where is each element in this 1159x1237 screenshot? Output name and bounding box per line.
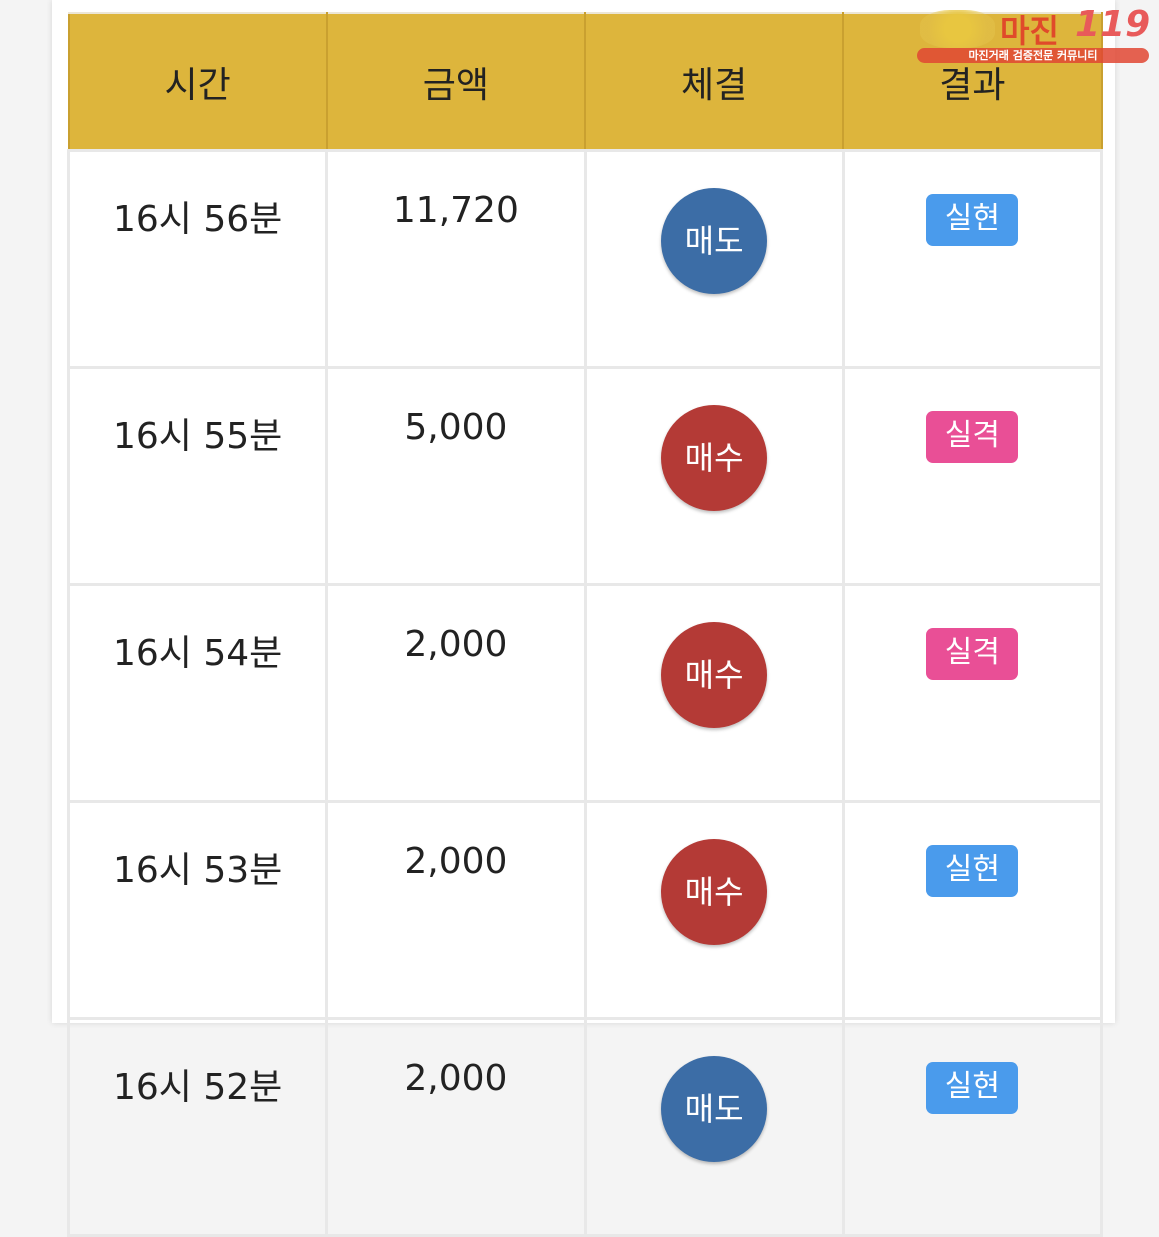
buy-badge: 매수 bbox=[661, 622, 768, 728]
logo-number: 119 bbox=[1075, 4, 1151, 45]
buy-badge: 매수 bbox=[661, 839, 768, 945]
trade-cell: 매도 bbox=[583, 149, 845, 369]
emblem-icon bbox=[920, 10, 995, 48]
buy-badge: 매수 bbox=[661, 405, 768, 511]
result-badge: 실현 bbox=[926, 194, 1019, 246]
amount-cell: 2,000 bbox=[325, 583, 587, 803]
result-badge: 실현 bbox=[926, 1062, 1019, 1114]
time-cell: 16시 54분 bbox=[66, 583, 329, 803]
time-cell: 16시 52분 bbox=[66, 1017, 329, 1237]
table-row: 16시 56분 11,720 매도 실현 bbox=[66, 149, 1104, 369]
table-row: 16시 52분 2,000 매도 실현 bbox=[66, 1017, 1104, 1237]
trade-cell: 매수 bbox=[583, 366, 845, 586]
result-cell: 실현 bbox=[841, 1017, 1104, 1237]
amount-cell: 2,000 bbox=[325, 1017, 587, 1237]
result-cell: 실현 bbox=[841, 149, 1104, 369]
trade-table: 시간 금액 체결 결과 16시 56분 11,720 매도 실현 16시 55분 … bbox=[66, 12, 1104, 1237]
sell-badge: 매도 bbox=[661, 188, 768, 294]
result-badge: 실격 bbox=[926, 628, 1019, 680]
table-row: 16시 54분 2,000 매수 실격 bbox=[66, 583, 1104, 803]
amount-cell: 11,720 bbox=[325, 149, 587, 369]
result-cell: 실현 bbox=[841, 800, 1104, 1020]
header-time: 시간 bbox=[67, 12, 328, 152]
time-cell: 16시 53분 bbox=[66, 800, 329, 1020]
time-cell: 16시 55분 bbox=[66, 366, 329, 586]
header-amount: 금액 bbox=[325, 12, 587, 152]
watermark-logo: 마진 119 마진거래 검증전문 커뮤니티 bbox=[915, 4, 1150, 63]
table-row: 16시 55분 5,000 매수 실격 bbox=[66, 366, 1104, 586]
result-cell: 실격 bbox=[841, 583, 1104, 803]
amount-cell: 5,000 bbox=[325, 366, 587, 586]
table-header: 시간 금액 체결 결과 bbox=[67, 12, 1103, 152]
trade-cell: 매수 bbox=[583, 583, 845, 803]
trade-cell: 매수 bbox=[583, 800, 845, 1020]
table-row: 16시 53분 2,000 매수 실현 bbox=[66, 800, 1104, 1020]
header-trade: 체결 bbox=[583, 12, 845, 152]
logo-title: 마진 bbox=[1000, 12, 1059, 50]
result-badge: 실격 bbox=[926, 411, 1019, 463]
amount-cell: 2,000 bbox=[325, 800, 587, 1020]
sell-badge: 매도 bbox=[661, 1056, 768, 1162]
result-cell: 실격 bbox=[841, 366, 1104, 586]
time-cell: 16시 56분 bbox=[66, 149, 329, 369]
result-badge: 실현 bbox=[926, 845, 1019, 897]
logo-tagline: 마진거래 검증전문 커뮤니티 bbox=[917, 48, 1149, 63]
trade-cell: 매도 bbox=[583, 1017, 845, 1237]
